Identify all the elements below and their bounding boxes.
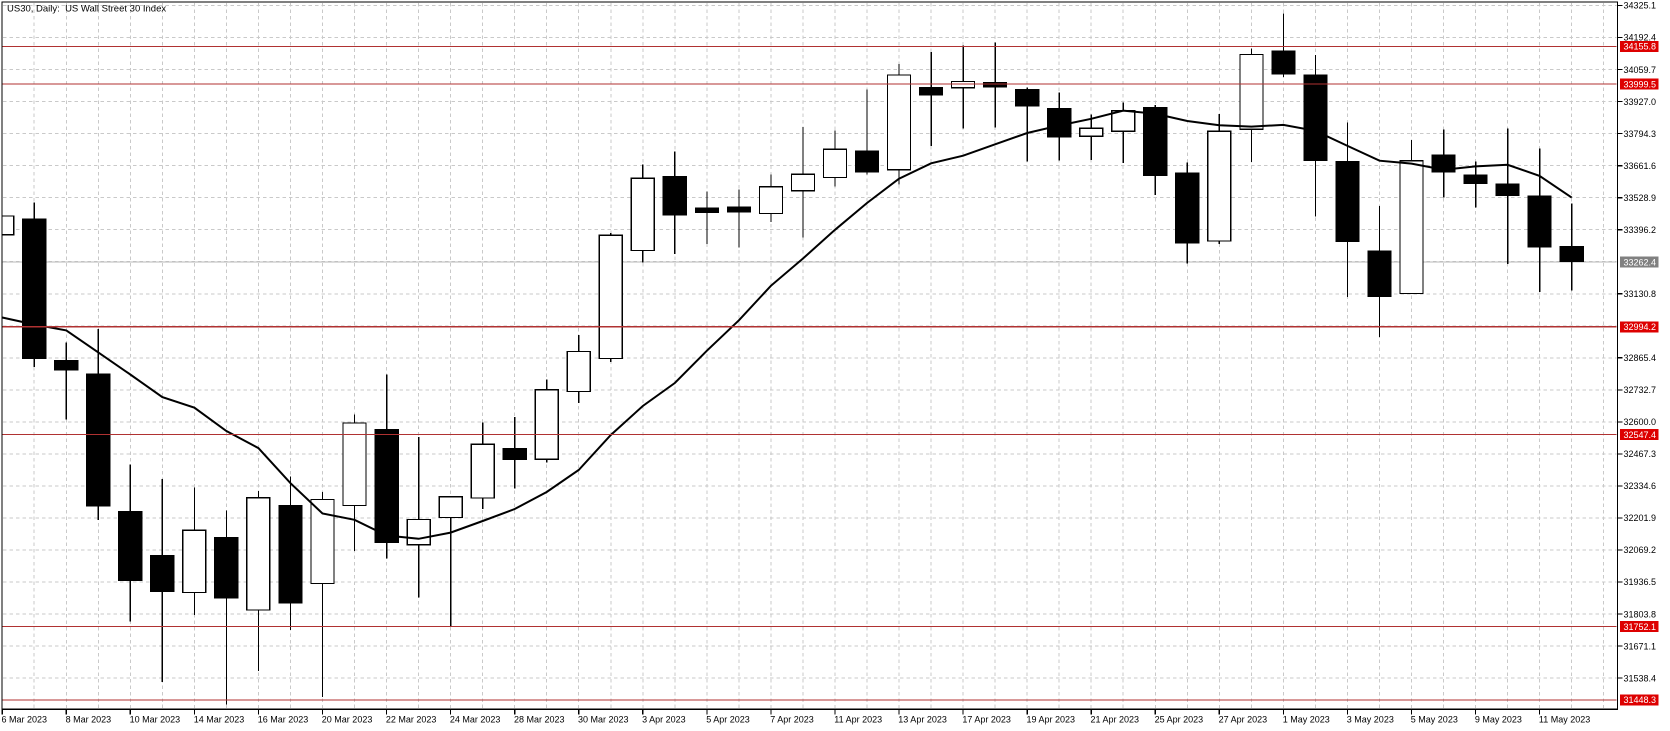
svg-text:3 May 2023: 3 May 2023 [1347,715,1394,725]
svg-text:33528.9: 33528.9 [1624,193,1657,203]
svg-text:3 Apr 2023: 3 Apr 2023 [642,715,686,725]
svg-text:32334.6: 32334.6 [1624,481,1657,491]
svg-text:32600.0: 32600.0 [1624,417,1657,427]
svg-text:30 Mar 2023: 30 Mar 2023 [578,715,629,725]
svg-text:33262.4: 33262.4 [1624,257,1657,267]
svg-text:7 Apr 2023: 7 Apr 2023 [770,715,814,725]
svg-text:31538.4: 31538.4 [1624,673,1657,683]
svg-text:9 May 2023: 9 May 2023 [1475,715,1522,725]
svg-text:31671.1: 31671.1 [1624,641,1657,651]
svg-text:32201.9: 32201.9 [1624,513,1657,523]
svg-text:31936.5: 31936.5 [1624,577,1657,587]
svg-text:14 Mar 2023: 14 Mar 2023 [194,715,245,725]
svg-text:33396.2: 33396.2 [1624,225,1657,235]
svg-text:32467.3: 32467.3 [1624,449,1657,459]
svg-text:5 May 2023: 5 May 2023 [1411,715,1458,725]
svg-text:6 Mar 2023: 6 Mar 2023 [2,715,48,725]
svg-text:11 Apr 2023: 11 Apr 2023 [834,715,882,725]
svg-text:34325.1: 34325.1 [1624,1,1657,11]
svg-text:19 Apr 2023: 19 Apr 2023 [1027,715,1076,725]
svg-text:17 Apr 2023: 17 Apr 2023 [962,715,1011,725]
svg-text:32994.2: 32994.2 [1624,322,1657,332]
svg-text:13 Apr 2023: 13 Apr 2023 [898,715,947,725]
svg-text:27 Apr 2023: 27 Apr 2023 [1219,715,1268,725]
svg-text:16 Mar 2023: 16 Mar 2023 [258,715,309,725]
svg-text:10 Mar 2023: 10 Mar 2023 [130,715,181,725]
svg-text:33661.6: 33661.6 [1624,161,1657,171]
svg-text:32069.2: 32069.2 [1624,545,1657,555]
svg-text:20 Mar 2023: 20 Mar 2023 [322,715,373,725]
svg-text:11 May 2023: 11 May 2023 [1539,715,1590,725]
svg-text:34192.4: 34192.4 [1624,33,1657,43]
svg-text:34059.7: 34059.7 [1624,65,1657,75]
svg-text:24 Mar 2023: 24 Mar 2023 [450,715,501,725]
svg-text:31752.1: 31752.1 [1624,622,1657,632]
svg-text:32732.7: 32732.7 [1624,385,1657,395]
svg-text:33927.0: 33927.0 [1624,97,1657,107]
svg-text:33130.8: 33130.8 [1624,289,1657,299]
svg-text:33999.5: 33999.5 [1624,79,1657,89]
svg-text:31803.8: 31803.8 [1624,609,1657,619]
svg-text:8 Mar 2023: 8 Mar 2023 [66,715,112,725]
svg-text:1 May 2023: 1 May 2023 [1283,715,1330,725]
svg-text:22 Mar 2023: 22 Mar 2023 [386,715,437,725]
svg-text:25 Apr 2023: 25 Apr 2023 [1155,715,1204,725]
svg-text:34155.8: 34155.8 [1624,42,1657,52]
svg-text:32865.4: 32865.4 [1624,353,1657,363]
svg-text:32547.4: 32547.4 [1624,430,1657,440]
svg-text:21 Apr 2023: 21 Apr 2023 [1091,715,1140,725]
svg-text:28 Mar 2023: 28 Mar 2023 [514,715,565,725]
svg-text:33794.3: 33794.3 [1624,129,1657,139]
svg-text:US30, Daily: US Wall Street 3: US30, Daily: US Wall Street 30 Index [7,4,166,15]
svg-text:31448.3: 31448.3 [1624,695,1657,705]
svg-text:5 Apr 2023: 5 Apr 2023 [706,715,750,725]
